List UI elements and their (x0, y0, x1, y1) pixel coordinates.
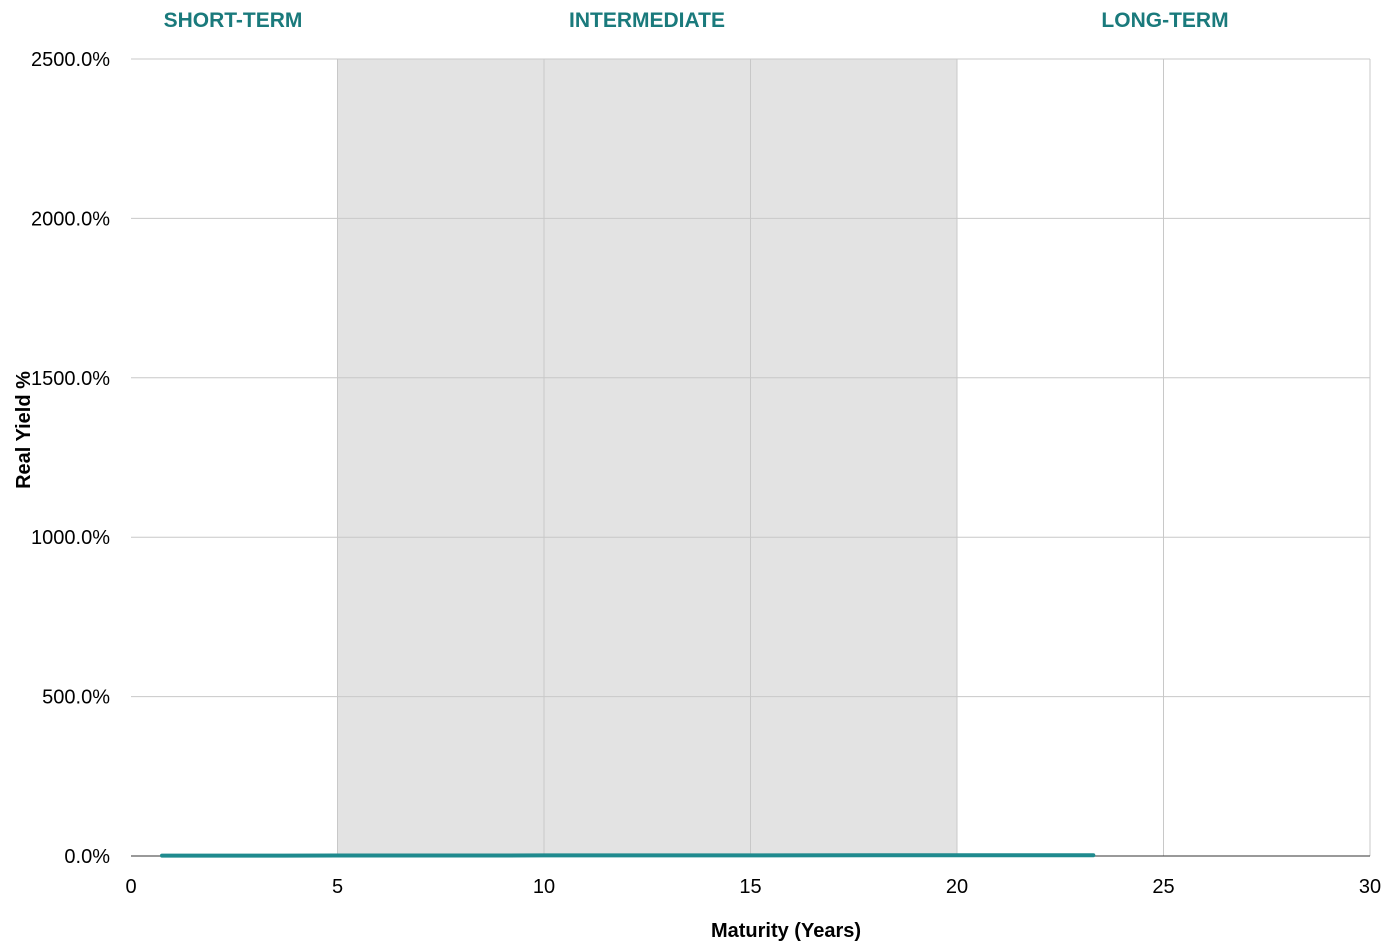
region-label-short-term: SHORT-TERM (164, 9, 303, 32)
x-tick-label: 30 (1359, 876, 1381, 898)
y-tick-label: 1000.0% (31, 527, 110, 549)
x-tick-label: 10 (533, 876, 555, 898)
x-tick-label: 20 (946, 876, 968, 898)
x-tick-label: 25 (1152, 876, 1174, 898)
grid-lines (131, 58, 1371, 857)
shaded-regions (337, 59, 957, 856)
x-axis-title: Maturity (Years) (711, 920, 861, 942)
region-label-long-term: LONG-TERM (1101, 9, 1228, 32)
y-tick-label: 2500.0% (31, 49, 110, 71)
y-tick-label: 500.0% (42, 687, 110, 709)
region-label-intermediate: INTERMEDIATE (569, 9, 725, 32)
region-labels: SHORT-TERM INTERMEDIATE LONG-TERM (164, 9, 1229, 32)
x-tick-labels: 0 5 10 15 20 25 30 (125, 876, 1381, 898)
x-tick-label: 0 (125, 876, 136, 898)
y-tick-label: 0.0% (64, 846, 110, 868)
y-axis-title: Real Yield % (13, 371, 35, 489)
y-tick-label: 1500.0% (31, 368, 110, 390)
x-tick-label: 5 (332, 876, 343, 898)
region-shade-intermediate (337, 59, 957, 856)
x-tick-label: 15 (739, 876, 761, 898)
y-tick-label: 2000.0% (31, 208, 110, 230)
y-tick-labels: 0.0% 500.0% 1000.0% 1500.0% 2000.0% 2500.0% (31, 49, 110, 868)
